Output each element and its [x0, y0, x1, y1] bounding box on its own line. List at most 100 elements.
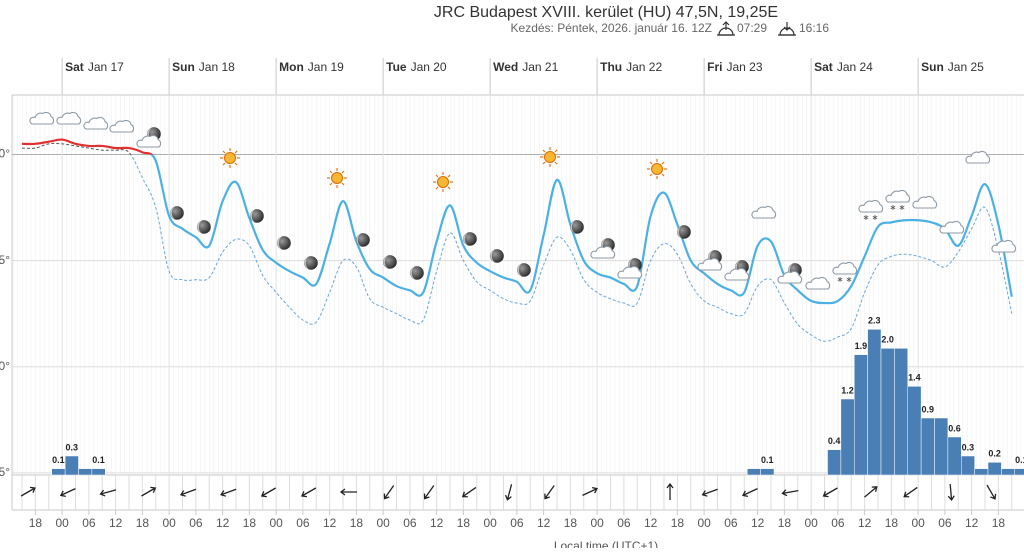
bar-value-label: 1.4: [908, 373, 921, 383]
weather-icon: [303, 256, 318, 270]
precipitation-bar: [827, 449, 842, 476]
precipitation-bar: [1014, 468, 1024, 476]
precipitation-bar: [1001, 468, 1015, 476]
day-label: Sat Jan 17: [65, 60, 124, 74]
chart-subtitle: Kezdés: Péntek, 2026. január 16. 12Z: [511, 21, 712, 35]
bar-value-label: 0.4: [828, 436, 841, 446]
precipitation-bar: [747, 468, 761, 476]
day-weekday: Sat: [65, 60, 84, 74]
y-tick-label: -10°: [0, 359, 10, 373]
day-date: Jan 21: [522, 60, 558, 74]
wind-arrow: [99, 489, 117, 497]
x-tick-label: 00: [162, 516, 176, 530]
x-tick-label: 12: [751, 516, 765, 530]
wind-arrow: [701, 488, 718, 497]
precipitation-bar: [894, 348, 908, 476]
weather-icon: [646, 158, 668, 180]
day-label: Fri Jan 23: [707, 60, 763, 74]
precipitation-bar: [974, 468, 989, 476]
wind-arrow: [339, 488, 357, 496]
wind-arrow: [742, 488, 758, 498]
x-tick-label: 18: [136, 516, 150, 530]
x-tick-label: 12: [965, 516, 979, 530]
x-tick-label: 06: [189, 516, 203, 530]
wind-arrow: [666, 482, 674, 500]
x-tick-label: 12: [216, 516, 230, 530]
day-date: Jan 22: [626, 60, 662, 74]
day-weekday: Fri: [707, 60, 722, 74]
temperature-line: [21, 138, 1013, 305]
bar-value-label: 1.9: [855, 341, 868, 351]
day-weekday: Sat: [814, 60, 833, 74]
precipitation-bar: [760, 468, 775, 476]
precipitation-bar: [64, 455, 79, 476]
bar-value-label: 0.1: [761, 455, 774, 465]
weather-icon: [382, 255, 397, 269]
day-label: Mon Jan 19: [279, 60, 344, 74]
line-layer: [20, 138, 1013, 502]
x-tick-label: 18: [778, 516, 792, 530]
sunset-icon: [778, 22, 796, 36]
day-label: Wed Jan 21: [493, 60, 558, 74]
sunrise-time: 07:29: [737, 21, 767, 35]
day-weekday: Sun: [921, 60, 944, 74]
wind-arrow: [582, 486, 598, 496]
x-tick-label: 00: [376, 516, 390, 530]
bar-value-label: 0.1: [92, 455, 105, 465]
x-tick-label: 06: [831, 516, 845, 530]
wind-arrow: [903, 486, 918, 498]
x-tick-label: 00: [697, 516, 711, 530]
wind-arrow: [423, 485, 435, 500]
wind-arrow: [504, 484, 513, 501]
x-tick-label: 00: [590, 516, 604, 530]
weather-icon: [539, 146, 561, 168]
precipitation-bar: [987, 462, 1002, 476]
x-tick-label: 12: [109, 516, 123, 530]
x-tick-label: 00: [269, 516, 283, 530]
weather-icon: [676, 225, 691, 239]
day-date: Jan 17: [88, 60, 124, 74]
x-tick-label: 00: [911, 516, 925, 530]
x-tick-label: 18: [243, 516, 257, 530]
bar-value-label: 2.0: [881, 335, 894, 345]
weather-icon: [196, 220, 211, 234]
x-tick-label: 18: [885, 516, 899, 530]
wind-arrow: [986, 484, 997, 500]
x-tick-label: 00: [55, 516, 69, 530]
bar-layer: [51, 329, 1024, 476]
grid-layer: [12, 58, 1024, 515]
weather-icon: [462, 232, 477, 246]
bar-value-label: 0.2: [988, 449, 1001, 459]
x-tick-label: 06: [724, 516, 738, 530]
x-tick-label: 18: [992, 516, 1006, 530]
bar-value-label: 0.3: [962, 442, 975, 452]
day-date: Jan 20: [411, 60, 447, 74]
weather-icon: [326, 167, 348, 189]
day-label: Sun Jan 18: [172, 60, 235, 74]
day-weekday: Thu: [600, 60, 622, 74]
x-tick-label: 18: [350, 516, 364, 530]
weather-icon: [409, 266, 424, 280]
x-tick-label: 06: [938, 516, 952, 530]
precipitation-bar: [947, 436, 962, 476]
day-weekday: Mon: [279, 60, 304, 74]
bar-value-label: 0.3: [66, 442, 79, 452]
x-tick-label: 00: [804, 516, 818, 530]
wind-arrow: [822, 487, 838, 498]
bar-value-label: 0.6: [948, 423, 961, 433]
y-tick-label: 0°: [0, 147, 10, 161]
x-tick-label: 06: [403, 516, 417, 530]
wind-arrow: [947, 483, 955, 502]
precipitation-bar: [867, 329, 882, 476]
bar-value-label: 0.1: [52, 455, 65, 465]
x-tick-label: 12: [537, 516, 551, 530]
wind-arrow: [20, 486, 36, 497]
x-tick-label: 18: [564, 516, 578, 530]
bar-value-label: 0.1: [1015, 455, 1024, 465]
precipitation-bar: [91, 468, 106, 476]
x-axis-title: Local time (UTC+1): [554, 539, 658, 548]
day-label: Sun Jan 25: [921, 60, 984, 74]
sunset-time: 16:16: [799, 21, 829, 35]
wind-arrow: [220, 488, 237, 497]
